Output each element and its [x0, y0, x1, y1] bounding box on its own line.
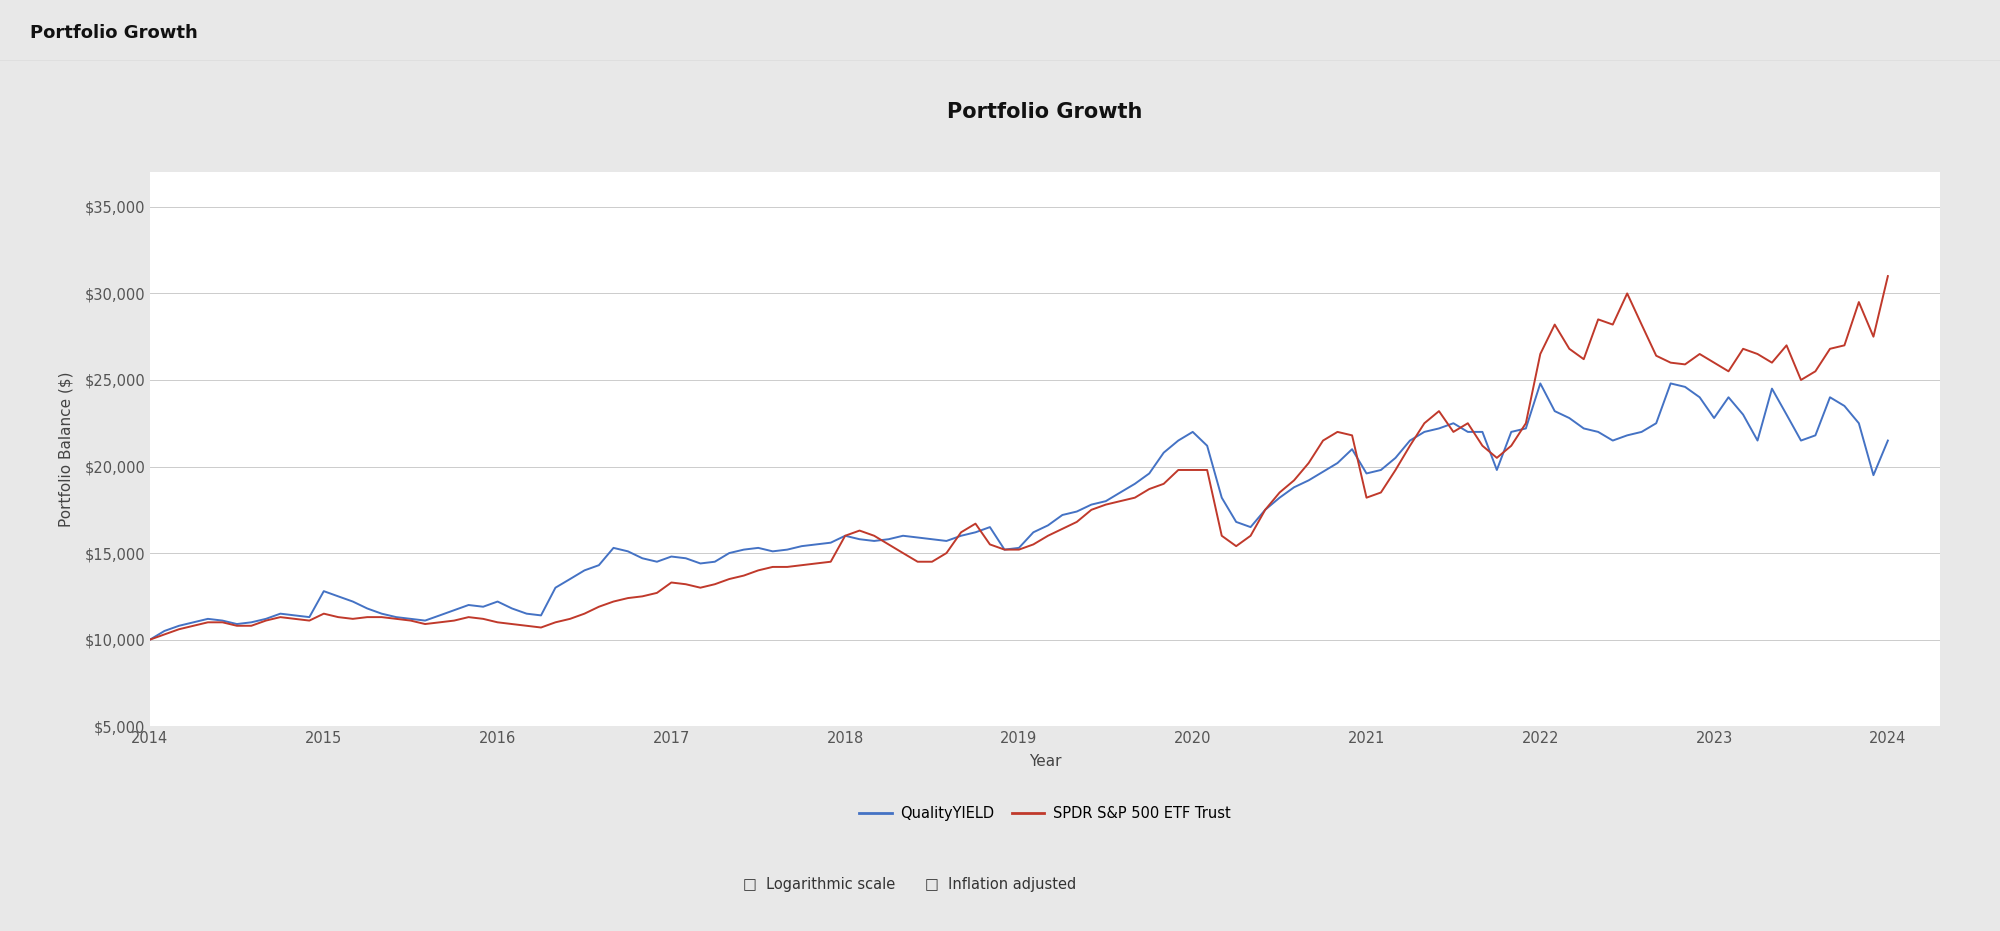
X-axis label: Year: Year: [1028, 754, 1062, 769]
Y-axis label: Portfolio Balance ($): Portfolio Balance ($): [58, 371, 74, 527]
Text: Portfolio Growth: Portfolio Growth: [30, 24, 198, 42]
Text: Portfolio Growth: Portfolio Growth: [948, 101, 1142, 122]
Legend: QualityYIELD, SPDR S&P 500 ETF Trust: QualityYIELD, SPDR S&P 500 ETF Trust: [854, 801, 1236, 827]
Text: □  Logarithmic scale: □ Logarithmic scale: [742, 877, 894, 892]
Text: □  Inflation adjusted: □ Inflation adjusted: [924, 877, 1076, 892]
